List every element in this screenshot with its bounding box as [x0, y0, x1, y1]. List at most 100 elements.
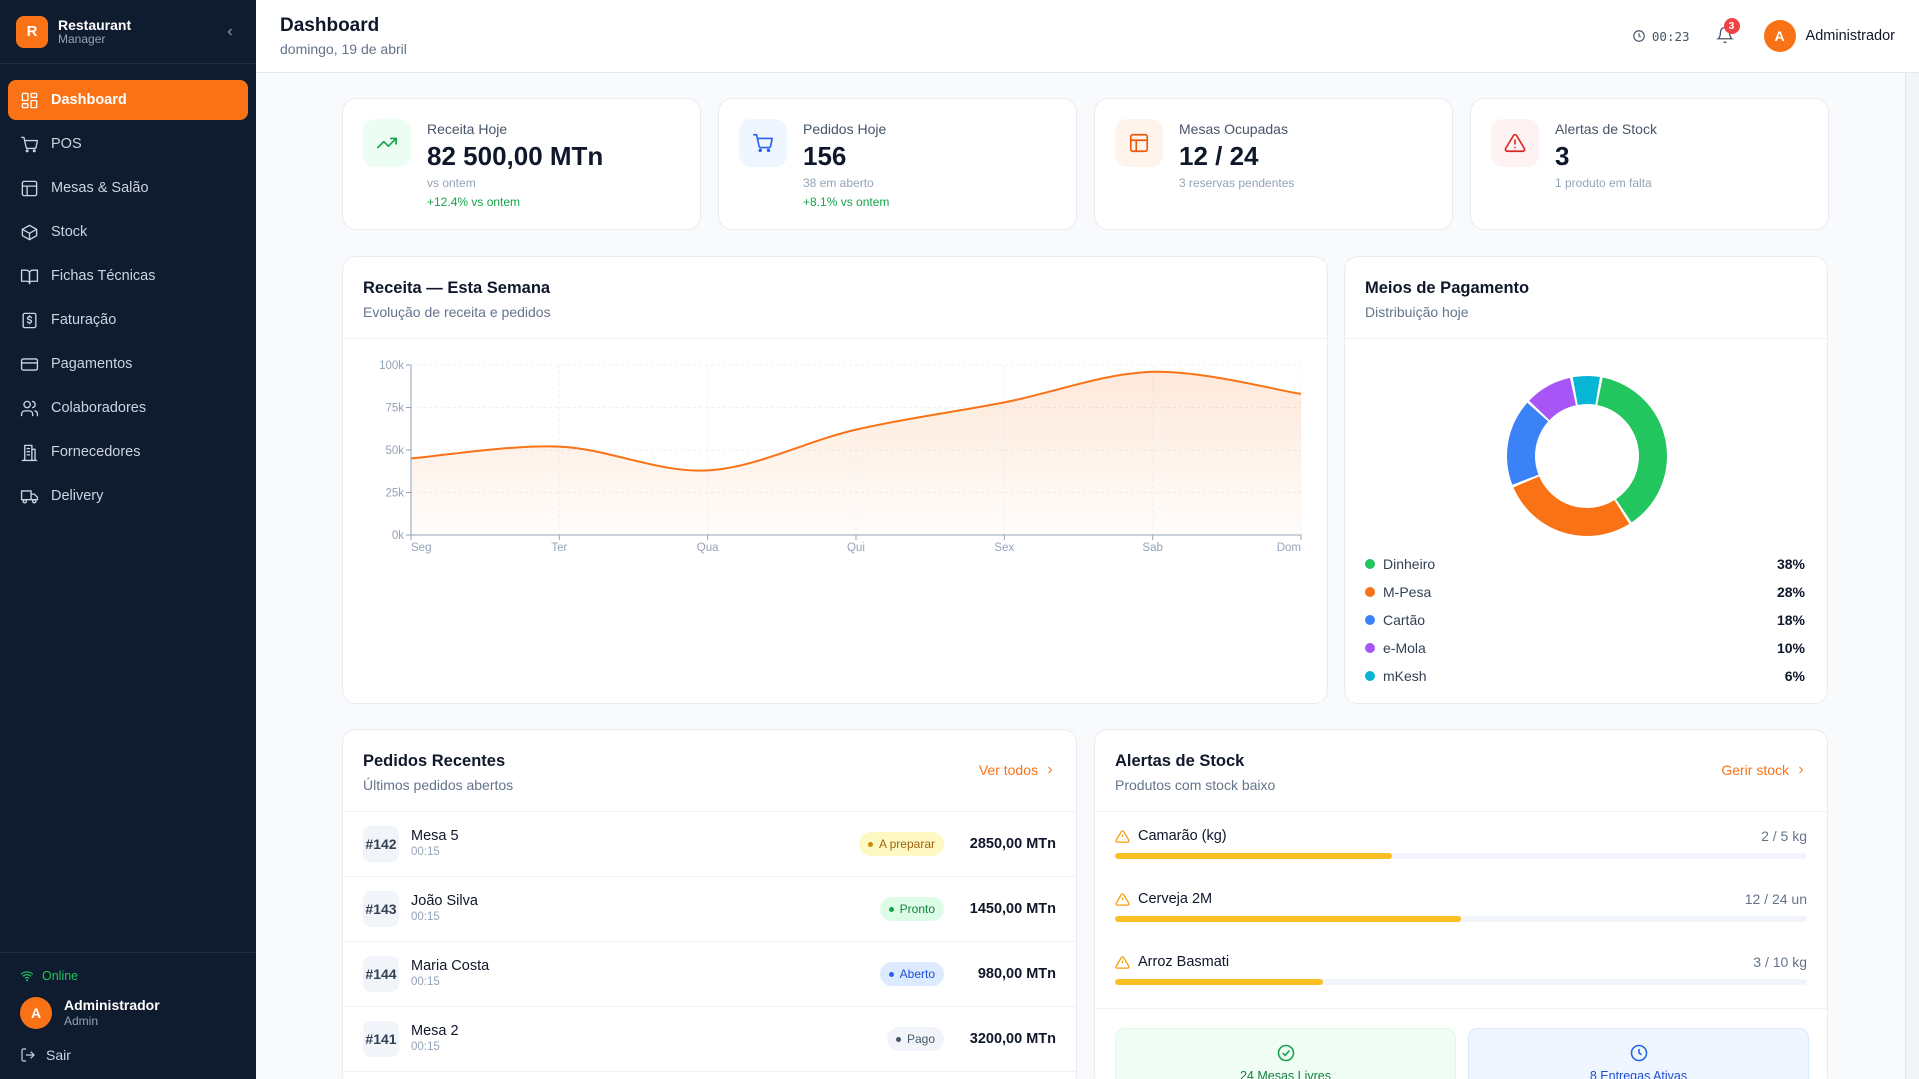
clock-icon — [1633, 30, 1645, 42]
stat-trend: +8.1% vs ontem — [803, 195, 890, 209]
brand-title: Restaurant — [58, 16, 132, 33]
top-header: Dashboard domingo, 19 de abril 00:23 3 A… — [256, 0, 1919, 73]
status-dot — [888, 971, 894, 977]
stat-value: 156 — [803, 141, 847, 171]
order-status: Aberto — [899, 967, 935, 981]
sidebar-item-label: Pagamentos — [51, 356, 133, 372]
legend-label: M-Pesa — [1383, 584, 1432, 600]
donut-slice-mkesh[interactable] — [1572, 376, 1600, 405]
sidebar-item-label: Stock — [51, 224, 88, 240]
revenue-area-fill — [411, 371, 1301, 535]
order-id: #142 — [363, 826, 399, 862]
order-row[interactable]: #143 João Silva 00:15 Pronto 1450,00 MTn — [343, 877, 1076, 942]
connection-status-label: Online — [42, 969, 79, 983]
stock-alerts-card: Alertas de Stock Produtos com stock baix… — [1094, 729, 1828, 1079]
order-status: A preparar — [878, 837, 935, 851]
truck-icon — [20, 489, 39, 504]
status-dot — [867, 841, 873, 847]
stock-level-fill — [1115, 916, 1461, 922]
notifications-button[interactable]: 3 — [1715, 18, 1740, 46]
book-icon — [20, 268, 39, 284]
order-row[interactable]: #144 Maria Costa 00:15 Aberto 980,00 MTn — [343, 942, 1076, 1007]
sidebar-item-delivery[interactable]: Delivery — [8, 476, 248, 516]
stat-sub: 1 produto em falta — [1555, 176, 1652, 190]
donut-slice-cart-o[interactable] — [1507, 402, 1549, 485]
x-tick-label: Seg — [411, 542, 431, 554]
dashboard-icon — [21, 92, 38, 108]
card-header: Pedidos Recentes Últimos pedidos abertos… — [343, 730, 1076, 812]
stock-level-bar — [1115, 853, 1807, 859]
donut-slice-e-mola[interactable] — [1529, 377, 1576, 421]
summary-free-tables[interactable]: 24 Mesas Livres — [1115, 1028, 1456, 1079]
stock-alert-item[interactable]: Cerveja 2M 12 / 24 un — [1095, 875, 1827, 938]
collapse-sidebar-button[interactable] — [220, 22, 240, 42]
sidebar-item-label: Fornecedores — [51, 444, 141, 460]
stock-item-name: Camarão (kg) — [1138, 828, 1227, 844]
trending-up-icon — [377, 137, 397, 149]
sidebar-item-label: Colaboradores — [51, 400, 147, 416]
brand-subtitle: Manager — [58, 31, 106, 46]
avatar: A — [20, 997, 52, 1029]
legend-dot — [1365, 643, 1375, 653]
orders-list: #142 Mesa 5 00:15 A preparar 2850,00 MTn #143… — [343, 812, 1076, 1072]
box-icon — [21, 224, 38, 240]
donut-slice-m-pesa[interactable] — [1513, 476, 1630, 536]
table-icon — [1129, 133, 1149, 153]
sidebar-item-dashboard[interactable]: Dashboard — [8, 80, 248, 120]
order-time: 00:15 — [411, 975, 440, 988]
summary-active-deliveries[interactable]: 8 Entregas Ativas — [1468, 1028, 1809, 1079]
donut-slice-dinheiro[interactable] — [1597, 377, 1667, 523]
legend-item: Dinheiro 38% — [1365, 550, 1805, 578]
order-row[interactable]: #141 Mesa 2 00:15 Pago 3200,00 MTn — [343, 1007, 1076, 1072]
sidebar-item-pos[interactable]: POS — [8, 124, 248, 164]
stock-alert-item[interactable]: Camarão (kg) 2 / 5 kg — [1095, 812, 1827, 875]
payments-legend: Dinheiro 38% M-Pesa 28% Cartão 18% e-Mola 10% mK… — [1365, 550, 1805, 690]
order-status-badge: Aberto — [879, 962, 944, 986]
card-title: Alertas de Stock — [1115, 752, 1245, 770]
brand: R Restaurant Manager — [0, 0, 256, 64]
legend-item: e-Mola 10% — [1365, 634, 1805, 662]
order-time: 00:15 — [411, 845, 440, 858]
page-title: Dashboard — [280, 15, 380, 36]
stock-level-bar — [1115, 916, 1807, 922]
sidebar-item-label: Fichas Técnicas — [51, 268, 156, 284]
wifi-icon — [20, 971, 34, 982]
legend-item: Cartão 18% — [1365, 606, 1805, 634]
sidebar: R Restaurant Manager Dashboard POS Mesas… — [0, 0, 256, 1079]
card-title: Receita — Esta Semana — [363, 279, 551, 297]
sidebar-item-mesas[interactable]: Mesas & Salão — [8, 168, 248, 208]
sidebar-item-fichas[interactable]: Fichas Técnicas — [8, 256, 248, 296]
stat-trend: +12.4% vs ontem — [427, 195, 521, 209]
stock-item-qty: 12 / 24 un — [1744, 891, 1807, 907]
sidebar-item-fornecedores[interactable]: Fornecedores — [8, 432, 248, 472]
stat-label: Receita Hoje — [427, 121, 508, 137]
warning-icon — [1115, 829, 1130, 843]
order-id: #144 — [363, 956, 399, 992]
sidebar-item-colaboradores[interactable]: Colaboradores — [8, 388, 248, 428]
sidebar-item-faturacao[interactable]: Faturação — [8, 300, 248, 340]
view-all-orders-link[interactable]: Ver todos — [979, 762, 1056, 778]
sidebar-item-pagamentos[interactable]: Pagamentos — [8, 344, 248, 384]
cart-icon — [20, 136, 39, 152]
y-tick-label: 50k — [385, 445, 404, 457]
order-name: Mesa 2 — [411, 1023, 459, 1040]
card-title: Pedidos Recentes — [363, 752, 506, 770]
sidebar-user[interactable]: A Administrador Admin — [20, 997, 236, 1029]
logout-button[interactable]: Sair — [20, 1047, 236, 1063]
stock-alert-item[interactable]: Arroz Basmati 3 / 10 kg — [1095, 938, 1827, 1001]
stat-value: 3 — [1555, 141, 1570, 171]
legend-value: 18% — [1776, 612, 1805, 628]
manage-stock-link[interactable]: Gerir stock — [1721, 762, 1807, 778]
warning-icon — [1115, 892, 1130, 906]
sidebar-item-stock[interactable]: Stock — [8, 212, 248, 252]
order-amount: 2850,00 MTn — [969, 836, 1056, 852]
notification-count-badge: 3 — [1723, 18, 1740, 34]
legend-value: 10% — [1776, 640, 1805, 656]
legend-label: Cartão — [1383, 612, 1426, 628]
order-row[interactable]: #142 Mesa 5 00:15 A preparar 2850,00 MTn — [343, 812, 1076, 877]
summary-cards: 24 Mesas Livres 8 Entregas Ativas — [1115, 1028, 1809, 1079]
legend-item: M-Pesa 28% — [1365, 578, 1805, 606]
header-user-menu[interactable]: A Administrador — [1763, 20, 1895, 52]
brand-logo: R — [16, 15, 48, 48]
page-scrollbar[interactable] — [1905, 73, 1919, 1079]
